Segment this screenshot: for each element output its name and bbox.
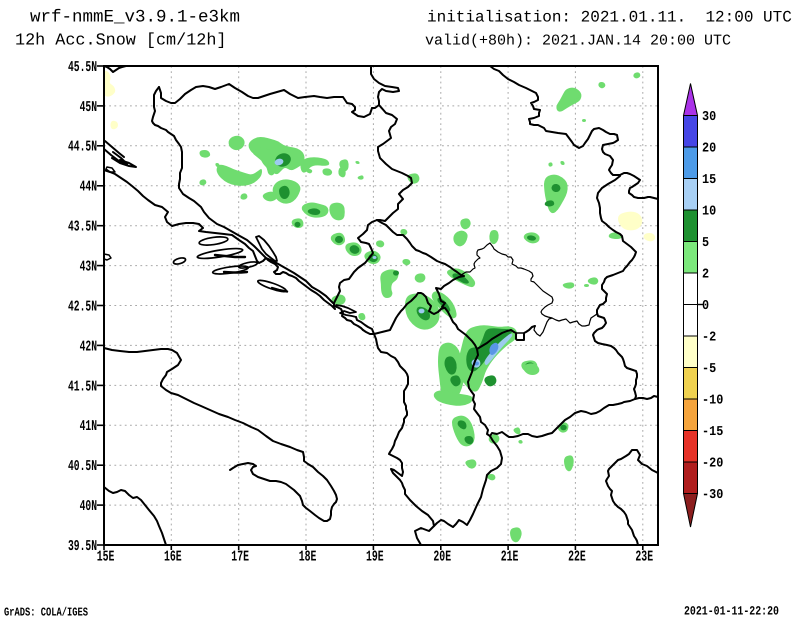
svg-text:5: 5 bbox=[702, 236, 709, 251]
svg-text:40N: 40N bbox=[80, 498, 97, 515]
svg-text:2021-01-11-22:20: 2021-01-11-22:20 bbox=[684, 605, 779, 618]
svg-text:-5: -5 bbox=[702, 362, 716, 377]
svg-text:-20: -20 bbox=[702, 457, 723, 472]
svg-text:initialisation: 2021.01.11. 1: initialisation: 2021.01.11. 12:00 UTC bbox=[427, 9, 792, 27]
svg-text:21E: 21E bbox=[501, 548, 519, 565]
svg-text:30: 30 bbox=[702, 110, 716, 125]
svg-text:-15: -15 bbox=[702, 425, 723, 440]
svg-text:12h Acc.Snow [cm/12h]: 12h Acc.Snow [cm/12h] bbox=[15, 32, 226, 51]
svg-text:42N: 42N bbox=[80, 338, 97, 355]
svg-text:-30: -30 bbox=[702, 488, 723, 503]
svg-text:GrADS: COLA/IGES: GrADS: COLA/IGES bbox=[4, 606, 88, 618]
svg-text:41N: 41N bbox=[80, 418, 97, 435]
svg-text:17E: 17E bbox=[231, 548, 249, 565]
svg-text:39.5N: 39.5N bbox=[68, 538, 97, 555]
svg-text:-2: -2 bbox=[702, 331, 716, 346]
svg-text:18E: 18E bbox=[299, 548, 317, 565]
svg-text:42.5N: 42.5N bbox=[68, 298, 97, 315]
svg-text:44N: 44N bbox=[80, 179, 97, 196]
svg-text:43.5N: 43.5N bbox=[68, 219, 97, 236]
svg-text:wrf-nmmE_v3.9.1-e3km: wrf-nmmE_v3.9.1-e3km bbox=[30, 8, 240, 28]
svg-text:41.5N: 41.5N bbox=[68, 378, 97, 395]
svg-text:23E: 23E bbox=[635, 548, 653, 565]
svg-text:40.5N: 40.5N bbox=[68, 458, 97, 475]
svg-text:15: 15 bbox=[702, 173, 716, 188]
svg-text:valid(+80h): 2021.JAN.14 20:00: valid(+80h): 2021.JAN.14 20:00 UTC bbox=[425, 33, 731, 50]
svg-text:43N: 43N bbox=[80, 259, 97, 276]
svg-text:20: 20 bbox=[702, 142, 716, 157]
svg-text:45N: 45N bbox=[80, 99, 97, 116]
svg-text:2: 2 bbox=[702, 268, 709, 283]
svg-text:22E: 22E bbox=[568, 548, 586, 565]
svg-text:10: 10 bbox=[702, 205, 716, 220]
svg-text:16E: 16E bbox=[164, 548, 182, 565]
svg-text:45.5N: 45.5N bbox=[68, 59, 97, 76]
svg-text:19E: 19E bbox=[366, 548, 384, 565]
svg-text:0: 0 bbox=[702, 299, 709, 314]
svg-text:44.5N: 44.5N bbox=[68, 139, 97, 156]
svg-text:20E: 20E bbox=[433, 548, 451, 565]
svg-text:15E: 15E bbox=[97, 548, 115, 565]
svg-text:-10: -10 bbox=[702, 394, 723, 409]
